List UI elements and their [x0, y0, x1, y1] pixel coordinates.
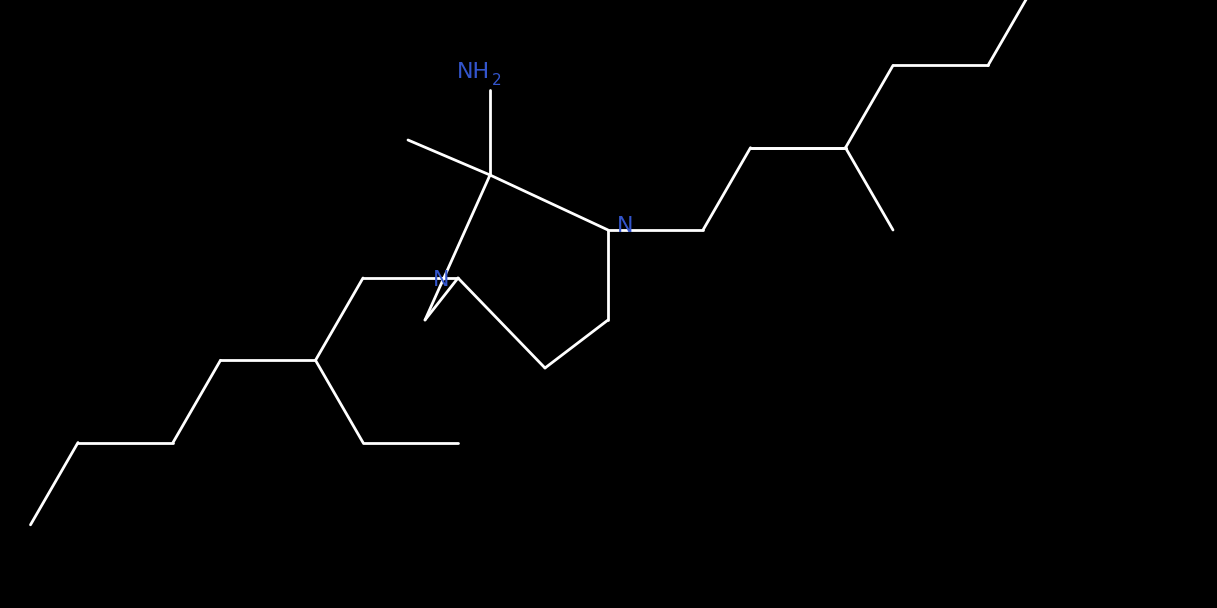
Text: N: N: [617, 216, 634, 236]
Text: N: N: [432, 270, 449, 290]
Text: NH: NH: [456, 62, 490, 82]
Text: 2: 2: [492, 73, 501, 88]
